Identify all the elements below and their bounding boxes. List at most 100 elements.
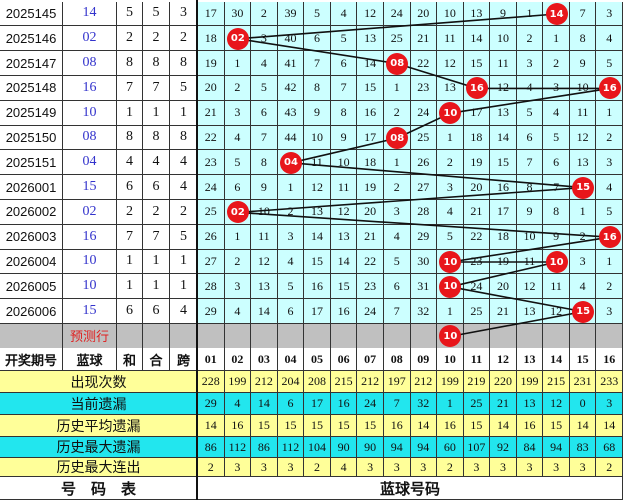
miss-cell: 7 xyxy=(569,1,597,27)
stat-value: 15 xyxy=(463,415,491,437)
he-cell: 7 xyxy=(117,76,143,101)
period-cell: 2026003 xyxy=(0,224,63,250)
stat-value: 3 xyxy=(383,458,411,477)
stat-value: 228 xyxy=(198,371,225,393)
header-number: 01 xyxy=(198,348,225,371)
stat-value: 0 xyxy=(569,393,597,415)
stat-value: 14 xyxy=(596,415,623,437)
miss-cell: 10 xyxy=(251,200,278,225)
miss-cell: 8 xyxy=(543,200,570,225)
miss-cell: 4 xyxy=(596,26,623,52)
miss-cell: 1 xyxy=(224,51,252,76)
predict-cell xyxy=(198,324,225,349)
stat-value: 3 xyxy=(224,458,252,477)
predict-cell xyxy=(410,324,438,349)
stat-value: 3 xyxy=(251,458,278,477)
kua-cell: 1 xyxy=(170,100,198,126)
hit-ball: 04 xyxy=(279,151,302,174)
header-number: 15 xyxy=(569,348,597,371)
stat-value: 94 xyxy=(543,437,570,458)
blue-cell: 14 xyxy=(63,1,117,27)
miss-cell: 2 xyxy=(277,200,305,225)
miss-cell: 4 xyxy=(516,76,544,101)
miss-cell: 13 xyxy=(516,299,544,324)
miss-cell: 6 xyxy=(516,125,544,151)
stat-value: 4 xyxy=(224,393,252,415)
stat-value: 15 xyxy=(304,415,331,437)
stat-value: 197 xyxy=(383,371,411,393)
he-cell: 1 xyxy=(117,100,143,126)
miss-cell: 29 xyxy=(410,224,438,250)
stat-value: 16 xyxy=(383,415,411,437)
miss-cell: 5 xyxy=(304,1,331,27)
miss-cell: 21 xyxy=(410,26,438,52)
kua-cell: 1 xyxy=(170,274,198,300)
miss-cell: 17 xyxy=(198,1,225,27)
miss-cell: 11 xyxy=(437,26,464,52)
stat-value: 3 xyxy=(490,458,517,477)
miss-cell: 6 xyxy=(330,51,358,76)
miss-cell: 44 xyxy=(277,125,305,151)
blue-cell: 10 xyxy=(63,249,117,275)
miss-cell: 20 xyxy=(410,1,438,27)
period-cell: 2026006 xyxy=(0,299,63,324)
miss-cell: 19 xyxy=(463,150,491,176)
predict-cell xyxy=(277,324,305,349)
period-cell: 2026004 xyxy=(0,249,63,275)
hit-ball: 08 xyxy=(386,52,409,75)
predict-cell xyxy=(251,324,278,349)
miss-cell: 7 xyxy=(304,51,331,76)
stat-value: 90 xyxy=(357,437,384,458)
miss-cell: 7 xyxy=(330,76,358,101)
miss-cell: 20 xyxy=(198,76,225,101)
stat-value: 12 xyxy=(543,393,570,415)
predict-cell xyxy=(596,324,623,349)
predict-cell xyxy=(383,324,411,349)
miss-cell: 5 xyxy=(543,125,570,151)
miss-cell: 2 xyxy=(251,1,278,27)
header-number: 14 xyxy=(543,348,570,371)
miss-cell: 13 xyxy=(463,1,491,27)
stat-value: 24 xyxy=(357,393,384,415)
miss-cell: 2 xyxy=(437,150,464,176)
he-cell: 8 xyxy=(117,125,143,151)
miss-cell: 30 xyxy=(224,1,252,27)
miss-cell: 28 xyxy=(198,274,225,300)
miss-cell: 1 xyxy=(596,249,623,275)
miss-cell: 24 xyxy=(383,1,411,27)
miss-cell: 14 xyxy=(330,249,358,275)
stat-value: 112 xyxy=(224,437,252,458)
stat-value: 94 xyxy=(383,437,411,458)
miss-cell: 3 xyxy=(383,200,411,225)
miss-cell: 1 xyxy=(383,76,411,101)
miss-cell: 4 xyxy=(330,1,358,27)
miss-cell: 26 xyxy=(410,150,438,176)
miss-cell: 20 xyxy=(463,175,491,200)
blue-cell: 02 xyxy=(63,26,117,52)
stat-value: 215 xyxy=(330,371,358,393)
stat-value: 86 xyxy=(198,437,225,458)
miss-cell: 22 xyxy=(357,249,384,275)
miss-cell: 13 xyxy=(569,150,597,176)
miss-cell: 3 xyxy=(596,150,623,176)
hit-ball: 15 xyxy=(572,176,595,199)
period-cell: 2025150 xyxy=(0,125,63,151)
hehe-cell: 6 xyxy=(143,175,170,200)
blue-cell: 10 xyxy=(63,274,117,300)
miss-cell: 16 xyxy=(330,299,358,324)
miss-cell: 13 xyxy=(251,274,278,300)
miss-cell: 11 xyxy=(569,100,597,126)
miss-cell: 23 xyxy=(357,274,384,300)
stat-value: 212 xyxy=(357,371,384,393)
kua-cell: 4 xyxy=(170,175,198,200)
miss-cell: 19 xyxy=(357,175,384,200)
predict-cell xyxy=(516,324,544,349)
miss-cell: 6 xyxy=(277,299,305,324)
miss-cell: 2 xyxy=(569,224,597,250)
stat-value: 212 xyxy=(410,371,438,393)
stat-value: 1 xyxy=(437,393,464,415)
miss-cell: 13 xyxy=(330,224,358,250)
he-cell: 6 xyxy=(117,175,143,200)
stat-value: 25 xyxy=(463,393,491,415)
